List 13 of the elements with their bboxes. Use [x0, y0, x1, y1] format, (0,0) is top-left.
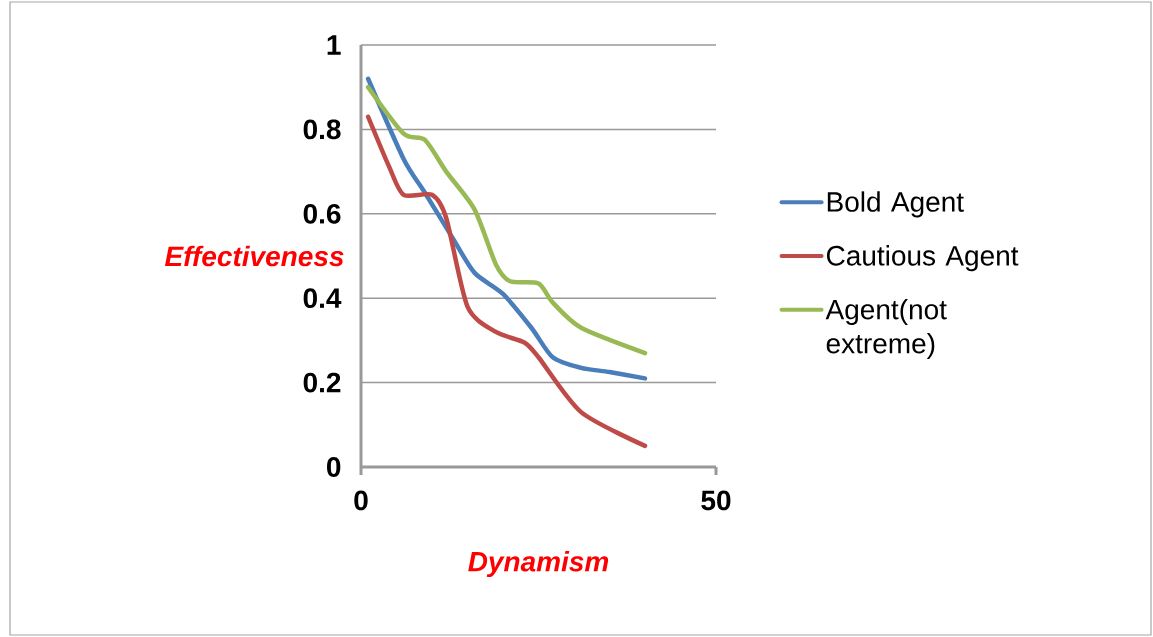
y-tick-label: 1: [327, 35, 341, 55]
line-series: [365, 114, 648, 449]
y-axis-title: Effectiveness: [164, 245, 344, 267]
legend-label: Bold Agent: [827, 191, 964, 218]
y-tick-label: 0.4: [303, 288, 342, 309]
x-tick-label: 50: [701, 490, 731, 511]
y-tick-label: 0: [327, 457, 341, 477]
y-tick-label: 0.2: [303, 372, 341, 393]
legend-label: Agent(not extreme): [825, 298, 947, 359]
x-axis-title: Dynamism: [468, 551, 609, 578]
legend-label: Cautious Agent: [826, 245, 1019, 272]
y-tick-label: 0.6: [303, 203, 341, 224]
y-tick-label: 0.8: [303, 119, 341, 140]
